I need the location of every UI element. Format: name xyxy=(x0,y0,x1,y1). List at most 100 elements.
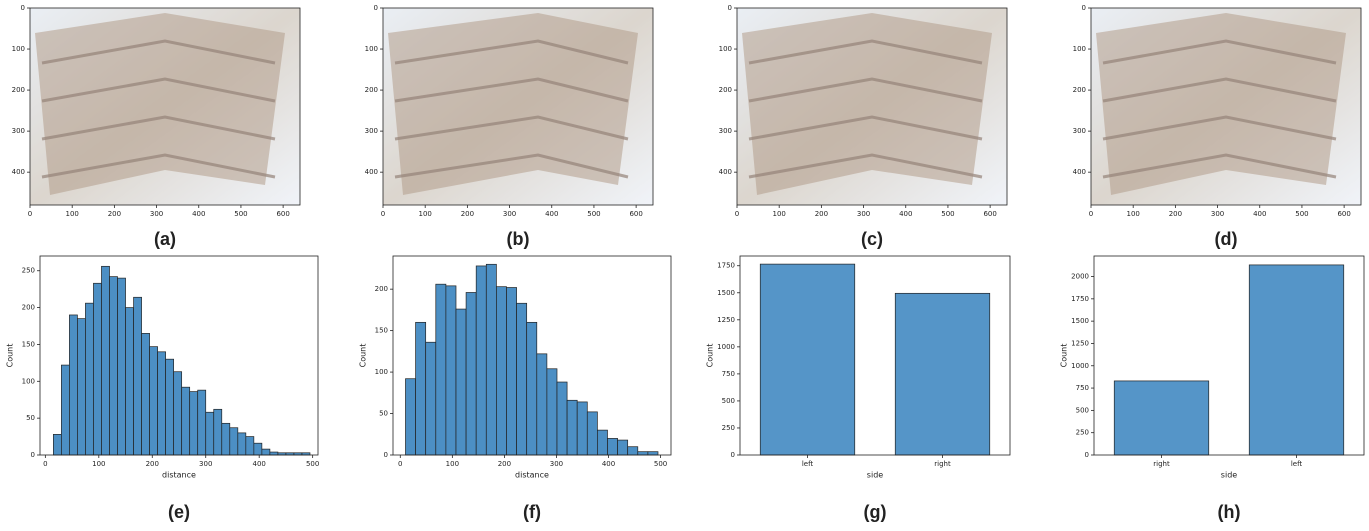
shelf-unit xyxy=(742,13,992,195)
y-tick-label: 400 xyxy=(719,168,732,176)
shelf xyxy=(394,153,629,179)
y-tick-label: 0 xyxy=(21,4,25,12)
y-tick-label: 250 xyxy=(1076,429,1089,437)
histogram-bar xyxy=(556,381,568,456)
x-axis-label: distance xyxy=(162,471,196,480)
x-tick-label: left xyxy=(802,460,814,468)
panel-label: (g) xyxy=(864,502,887,522)
photo-wash xyxy=(1091,8,1361,205)
histogram-bar xyxy=(647,451,659,456)
y-tick-label: 200 xyxy=(375,285,388,293)
shelf xyxy=(394,39,629,65)
y-tick-label: 750 xyxy=(1076,384,1089,392)
bar xyxy=(759,263,856,456)
x-tick-label: 500 xyxy=(1295,210,1308,218)
y-tick-label: 1250 xyxy=(1071,339,1089,347)
shelf xyxy=(41,115,276,141)
histogram-bar xyxy=(181,386,191,456)
y-tick-label: 100 xyxy=(719,45,732,53)
y-tick-label: 0 xyxy=(728,4,732,12)
histogram-bar xyxy=(485,263,497,456)
y-tick-label: 1500 xyxy=(717,289,735,297)
x-tick-label: 200 xyxy=(146,460,159,468)
histogram-bar xyxy=(526,321,538,456)
histogram-bar xyxy=(607,438,618,456)
histogram-bar xyxy=(85,302,94,456)
y-tick-label: 0 xyxy=(1082,4,1086,12)
x-tick-label: 500 xyxy=(941,210,954,218)
shelf xyxy=(1102,153,1337,179)
x-tick-label: 100 xyxy=(773,210,786,218)
x-tick-label: 600 xyxy=(983,210,996,218)
axes-frame xyxy=(382,7,654,206)
y-tick-label: 2000 xyxy=(1071,273,1089,281)
y-tick-label: 300 xyxy=(719,127,732,135)
y-axis-label: Count xyxy=(706,344,715,368)
y-tick-label: 1000 xyxy=(717,343,735,351)
histogram-bar xyxy=(586,411,598,456)
histogram-bar xyxy=(221,422,231,456)
histogram-bar xyxy=(165,358,175,456)
histogram-bar xyxy=(149,346,158,456)
x-tick-label: 300 xyxy=(857,210,870,218)
shelf xyxy=(41,153,276,179)
y-tick-label: 50 xyxy=(379,410,388,418)
histogram-bar xyxy=(516,302,528,456)
x-tick-label: 0 xyxy=(381,210,385,218)
shelf xyxy=(394,115,629,141)
x-tick-label: 100 xyxy=(419,210,432,218)
x-axis-label: side xyxy=(1221,471,1237,480)
x-tick-label: 100 xyxy=(92,460,105,468)
axes-frame xyxy=(1090,7,1362,206)
histogram-bar xyxy=(269,451,279,456)
x-tick-label: 600 xyxy=(629,210,642,218)
x-tick-label: 0 xyxy=(735,210,739,218)
y-tick-label: 500 xyxy=(1076,406,1089,414)
x-tick-label: 500 xyxy=(306,460,319,468)
shelf xyxy=(41,39,276,65)
y-tick-label: 250 xyxy=(22,267,35,275)
x-tick-label: 200 xyxy=(815,210,828,218)
axes-frame xyxy=(39,255,319,456)
histogram-bar xyxy=(415,321,427,456)
x-tick-label: 300 xyxy=(503,210,516,218)
x-tick-label: 100 xyxy=(1127,210,1140,218)
histogram-bar xyxy=(627,446,639,456)
histogram-bar xyxy=(465,292,477,456)
shelf xyxy=(1102,77,1337,103)
y-tick-label: 0 xyxy=(384,451,388,459)
y-tick-label: 100 xyxy=(375,368,388,376)
x-tick-label: 400 xyxy=(602,460,615,468)
x-tick-label: 100 xyxy=(66,210,79,218)
y-tick-label: 200 xyxy=(1073,86,1086,94)
axes-frame xyxy=(736,7,1008,206)
shelf xyxy=(748,77,983,103)
shelf-unit xyxy=(388,13,638,195)
histogram-bar xyxy=(475,265,487,456)
x-tick-label: 300 xyxy=(550,460,563,468)
y-tick-label: 1000 xyxy=(1071,362,1089,370)
y-tick-label: 50 xyxy=(26,414,35,422)
histogram-bar xyxy=(576,401,588,456)
x-tick-label: 600 xyxy=(276,210,289,218)
photo-wash xyxy=(737,8,1007,205)
panel-label: (e) xyxy=(168,502,190,522)
y-tick-label: 0 xyxy=(31,451,35,459)
x-tick-label: 0 xyxy=(398,460,402,468)
panel-label: (f) xyxy=(523,502,541,522)
x-tick-label: 200 xyxy=(108,210,121,218)
histogram-bar xyxy=(496,286,507,456)
y-tick-label: 500 xyxy=(722,397,735,405)
histogram-bar xyxy=(197,389,207,456)
y-tick-label: 200 xyxy=(719,86,732,94)
y-tick-label: 0 xyxy=(731,451,735,459)
y-tick-label: 300 xyxy=(12,127,25,135)
y-axis-label: Count xyxy=(6,344,15,368)
histogram-bar xyxy=(133,296,142,456)
histogram-bar xyxy=(425,341,437,456)
x-tick-label: 400 xyxy=(253,460,266,468)
x-tick-label: 600 xyxy=(1337,210,1350,218)
shelf xyxy=(394,77,629,103)
